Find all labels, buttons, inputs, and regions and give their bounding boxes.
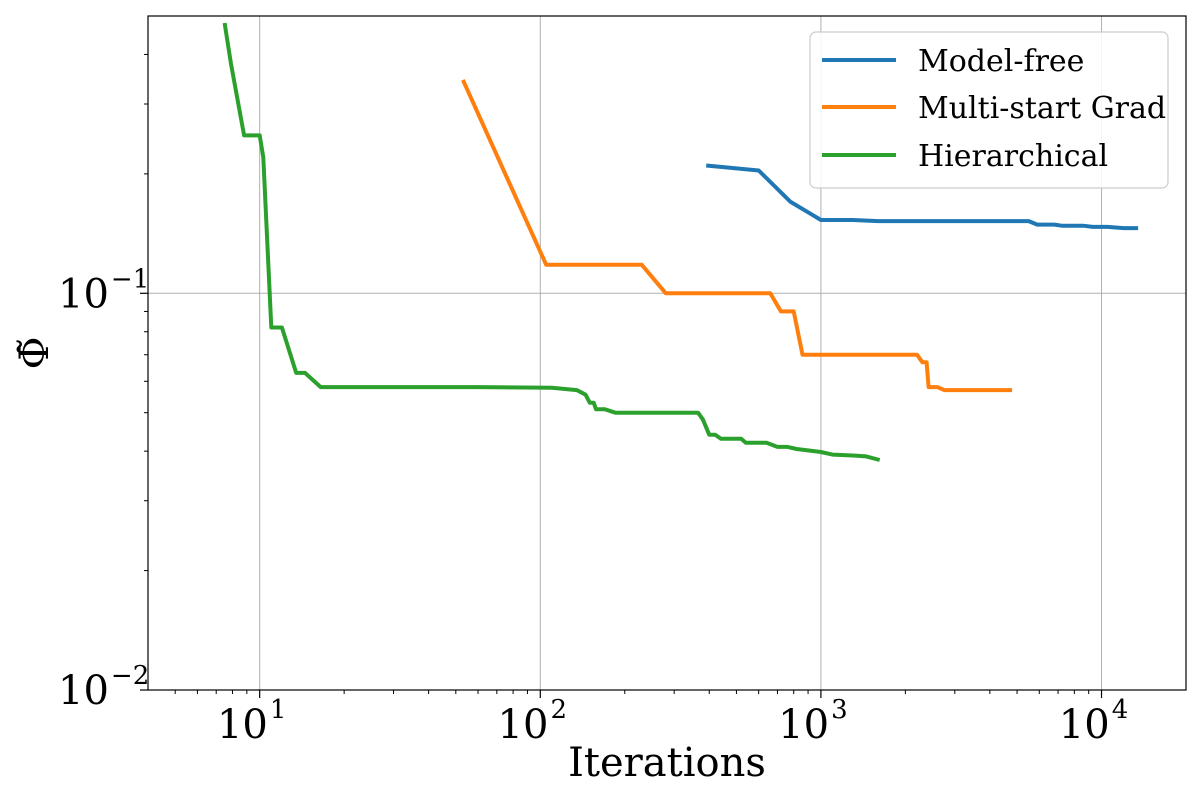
minor-tick-layer bbox=[144, 53, 1090, 694]
x-tick-exponent: 2 bbox=[550, 695, 567, 725]
y-axis-label: Φ̃ bbox=[12, 337, 58, 370]
x-axis-label: Iterations bbox=[568, 740, 766, 786]
x-tick-label: 101 bbox=[217, 695, 286, 748]
legend-label-hierarchical: Hierarchical bbox=[918, 139, 1108, 174]
legend-label-model-free: Model-free bbox=[918, 44, 1084, 79]
y-tick-exponent: −2 bbox=[111, 661, 149, 691]
series-line-multi-start-grad bbox=[461, 79, 1013, 393]
plot-frame bbox=[147, 15, 1187, 691]
legend: Model-free Multi-start Grad Hierarchical bbox=[809, 31, 1169, 189]
x-tick-label: 103 bbox=[778, 695, 847, 748]
series-line-model-free bbox=[706, 163, 1139, 231]
x-tick-exponent: 1 bbox=[270, 695, 287, 725]
y-tick-label: 10−1 bbox=[58, 264, 149, 317]
x-tick-label: 102 bbox=[498, 695, 567, 748]
legend-label-multi-start-grad: Multi-start Grad bbox=[918, 91, 1166, 126]
legend-box bbox=[809, 31, 1169, 189]
series-line-hierarchical bbox=[222, 22, 881, 462]
y-tick-label: 10−2 bbox=[58, 661, 149, 714]
tick-label-layer: 101 102 103 104 10−2 10−1 bbox=[58, 264, 1128, 748]
series-layer bbox=[222, 22, 1139, 462]
x-tick-label: 104 bbox=[1059, 695, 1128, 748]
x-tick-exponent: 4 bbox=[1112, 695, 1129, 725]
x-tick-exponent: 3 bbox=[831, 695, 848, 725]
major-tick-layer bbox=[140, 292, 1103, 698]
y-tick-exponent: −1 bbox=[111, 264, 149, 294]
